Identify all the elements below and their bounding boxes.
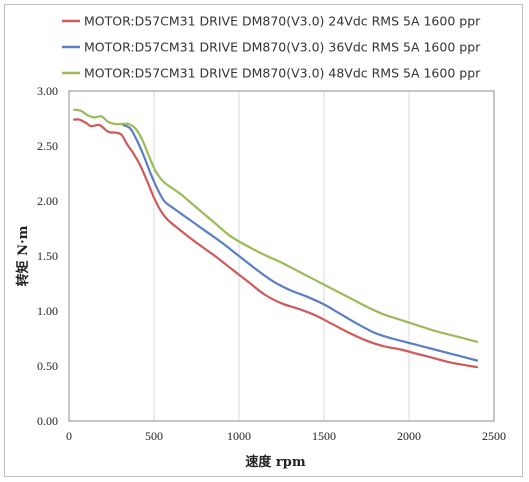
series-line-1	[73, 118, 479, 369]
y-tick-label: 0.00	[37, 414, 58, 428]
grid-lines	[153, 91, 410, 421]
y-tick-label: 2.50	[37, 139, 58, 153]
series-lines	[73, 108, 479, 369]
y-tick-label: 1.50	[37, 249, 58, 263]
chart-frame	[4, 4, 523, 477]
legend-label-1: MOTOR:D57CM31 DRIVE DM870(V3.0) 24Vdc RM…	[84, 14, 481, 29]
series-line-3	[73, 108, 479, 343]
x-tick-label: 500	[145, 429, 163, 443]
legend: MOTOR:D57CM31 DRIVE DM870(V3.0) 24Vdc RM…	[62, 14, 481, 81]
x-tick-label: 0	[66, 429, 72, 443]
x-tick-label: 1000	[227, 429, 251, 443]
x-tick-label: 1500	[312, 429, 336, 443]
y-tick-label: 2.00	[37, 194, 58, 208]
plot-area	[68, 90, 495, 422]
y-axis-label: 转矩 N·m	[15, 225, 31, 286]
x-tick-label: 2000	[397, 429, 421, 443]
x-tick-label: 2500	[482, 429, 506, 443]
y-tick-label: 0.50	[37, 359, 58, 373]
axis-ticks: 0 500 1000 1500 2000 2500 0.00 0.50 1.00 1.50 2.00…	[37, 84, 506, 443]
x-axis-label: 速度 rpm	[245, 454, 305, 470]
y-tick-label: 1.00	[37, 304, 58, 318]
legend-label-2: MOTOR:D57CM31 DRIVE DM870(V3.0) 36Vdc RM…	[84, 40, 481, 55]
legend-label-3: MOTOR:D57CM31 DRIVE DM870(V3.0) 48Vdc RM…	[84, 66, 481, 81]
y-tick-label: 3.00	[37, 84, 58, 98]
series-line-2	[122, 124, 479, 362]
